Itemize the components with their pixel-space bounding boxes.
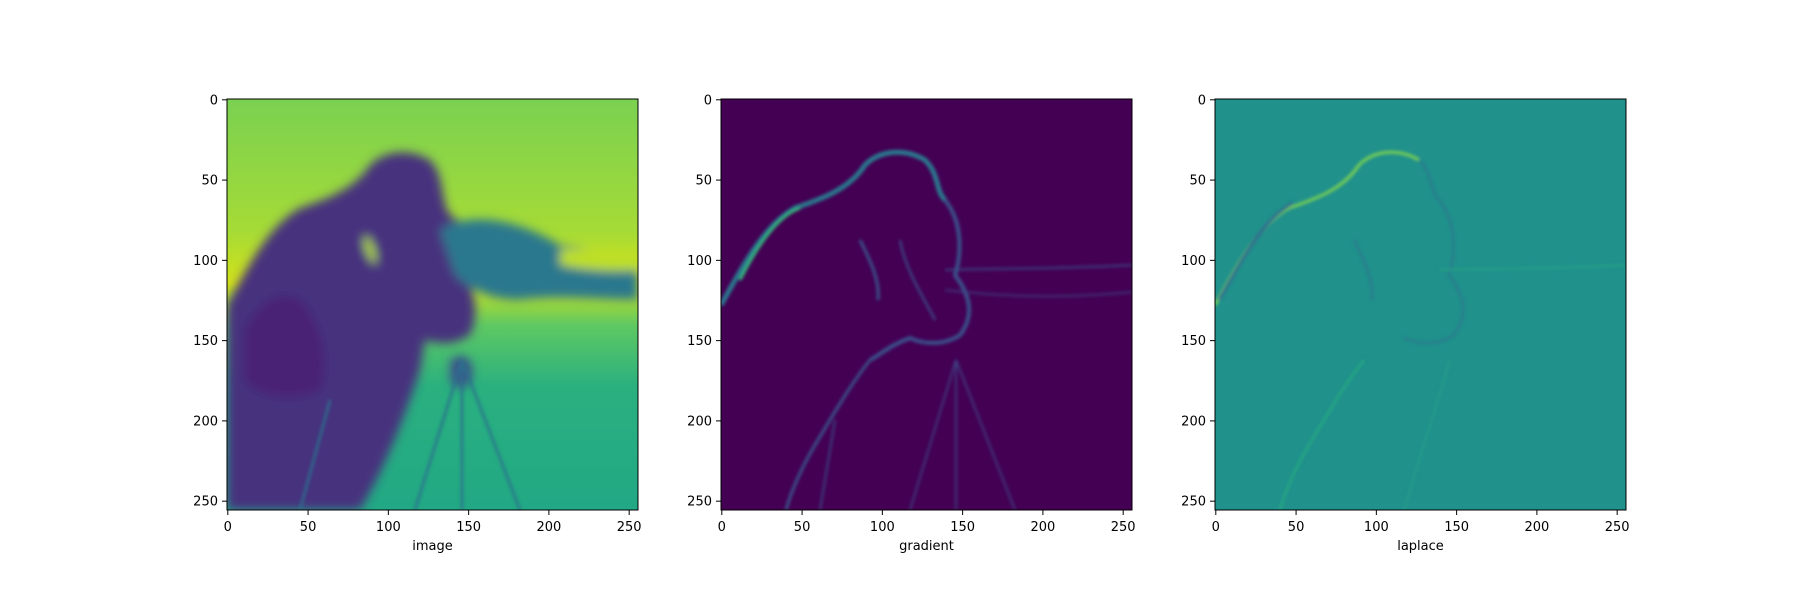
y-tick-label: 250 (193, 495, 218, 510)
x-tick-label: 50 (1288, 520, 1305, 535)
y-tick-label: 250 (1181, 495, 1206, 510)
axes-1: 0 50 100 150 200 250 0 50 100 150 200 250 image (193, 93, 641, 554)
y-tick-label: 50 (1189, 174, 1206, 189)
y-tick-label: 100 (1181, 254, 1206, 269)
y-tick-label: 200 (1181, 414, 1206, 429)
y-tick-label: 150 (193, 334, 218, 349)
y-tick-label: 0 (704, 93, 712, 108)
x-tick-label: 150 (456, 520, 481, 535)
gradient-frame (720, 98, 1133, 511)
gradient-heatmap (721, 99, 1132, 510)
x-tick-label: 250 (1605, 520, 1630, 535)
x-tick-label: 100 (1364, 520, 1389, 535)
x-tick-label: 250 (1111, 520, 1136, 535)
image-panel (226, 98, 639, 511)
y-tick-label: 200 (193, 414, 218, 429)
axes-3: 0 50 100 150 200 250 0 50 100 150 200 250 laplace (1181, 93, 1629, 554)
laplace-frame (1214, 98, 1627, 511)
x-tick-label: 0 (1212, 520, 1220, 535)
y-tick-label: 200 (687, 414, 712, 429)
x-tick-label: 0 (224, 520, 232, 535)
x-tick-label: 100 (870, 520, 895, 535)
x-tick-label: 0 (718, 520, 726, 535)
y-tick-label: 0 (210, 93, 218, 108)
y-tick-label: 0 (1198, 93, 1206, 108)
laplace-panel (1214, 98, 1627, 511)
y-tick-label: 250 (687, 495, 712, 510)
y-tick-label: 50 (695, 174, 712, 189)
x-tick-label: 200 (536, 520, 561, 535)
x-tick-label: 150 (950, 520, 975, 535)
axes-layer: 0 50 100 150 200 250 0 50 100 150 200 250 image 0 50 10… (193, 93, 1629, 554)
y-tick-label: 150 (1181, 334, 1206, 349)
x-axis-label: laplace (1397, 539, 1444, 554)
x-tick-label: 250 (617, 520, 642, 535)
x-tick-label: 100 (376, 520, 401, 535)
laplace-heatmap (1215, 99, 1626, 510)
x-tick-label: 50 (794, 520, 811, 535)
gradient-panel (720, 98, 1133, 511)
y-tick-label: 100 (687, 254, 712, 269)
x-axis-label: image (412, 539, 453, 554)
x-tick-label: 200 (1524, 520, 1549, 535)
y-tick-label: 150 (687, 334, 712, 349)
y-tick-label: 50 (201, 174, 218, 189)
axes-2: 0 50 100 150 200 250 0 50 100 150 200 250 gradient (687, 93, 1135, 554)
y-tick-label: 100 (193, 254, 218, 269)
image-heatmap (227, 99, 638, 510)
x-tick-label: 150 (1444, 520, 1469, 535)
x-axis-label: gradient (899, 539, 954, 554)
image-frame (226, 98, 639, 511)
x-tick-label: 50 (300, 520, 317, 535)
x-tick-label: 200 (1030, 520, 1055, 535)
